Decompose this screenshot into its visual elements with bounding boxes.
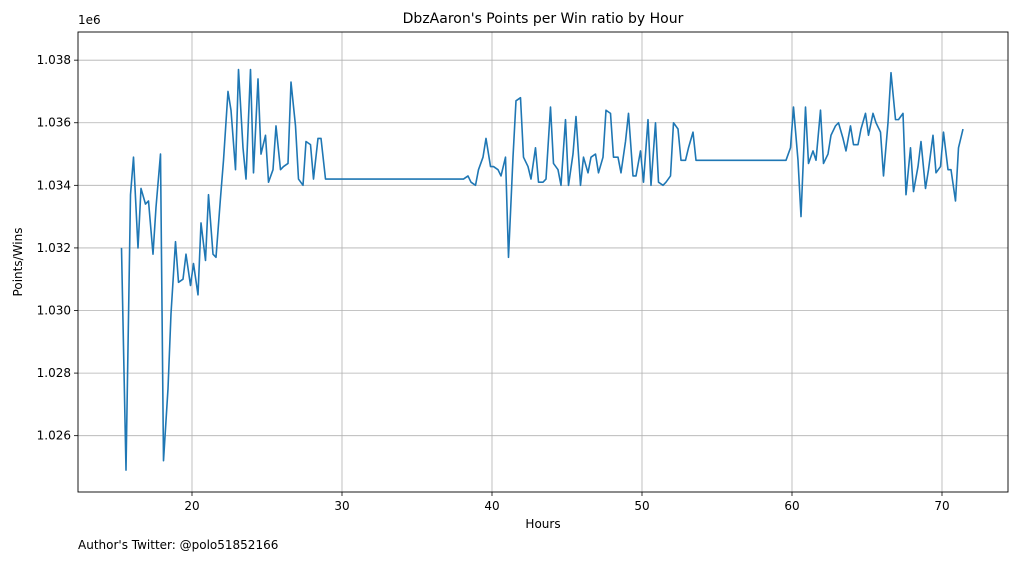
series-line <box>120 68 964 471</box>
y-tick-label: 1.034 <box>37 178 71 192</box>
y-tick-label: 1.026 <box>37 429 71 443</box>
y-tick-label: 1.028 <box>37 366 71 380</box>
y-tick-label: 1.036 <box>37 116 71 130</box>
y-tick-label: 1.030 <box>37 304 71 318</box>
y-axis-offset-text: 1e6 <box>78 13 101 27</box>
y-tick-label: 1.038 <box>37 53 71 67</box>
x-tick-label: 30 <box>334 499 349 513</box>
chart-title: DbzAaron's Points per Win ratio by Hour <box>403 11 684 27</box>
x-tick-label: 50 <box>634 499 649 513</box>
x-tick-label: 60 <box>784 499 799 513</box>
author-footnote: Author's Twitter: @polo51852166 <box>78 538 279 552</box>
x-axis-label: Hours <box>525 517 560 531</box>
y-axis-label: Points/Wins <box>11 228 25 297</box>
axes-frame <box>77 31 1009 493</box>
grid-lines <box>78 32 1008 492</box>
x-tick-label: 40 <box>484 499 499 513</box>
y-tick-label: 1.032 <box>37 241 71 255</box>
x-tick-label: 20 <box>184 499 199 513</box>
axis-ticks: 20 30 40 50 60 70 1.026 1.028 1.030 1.032 1.034 1.0… <box>37 53 950 513</box>
x-tick-label: 70 <box>934 499 949 513</box>
